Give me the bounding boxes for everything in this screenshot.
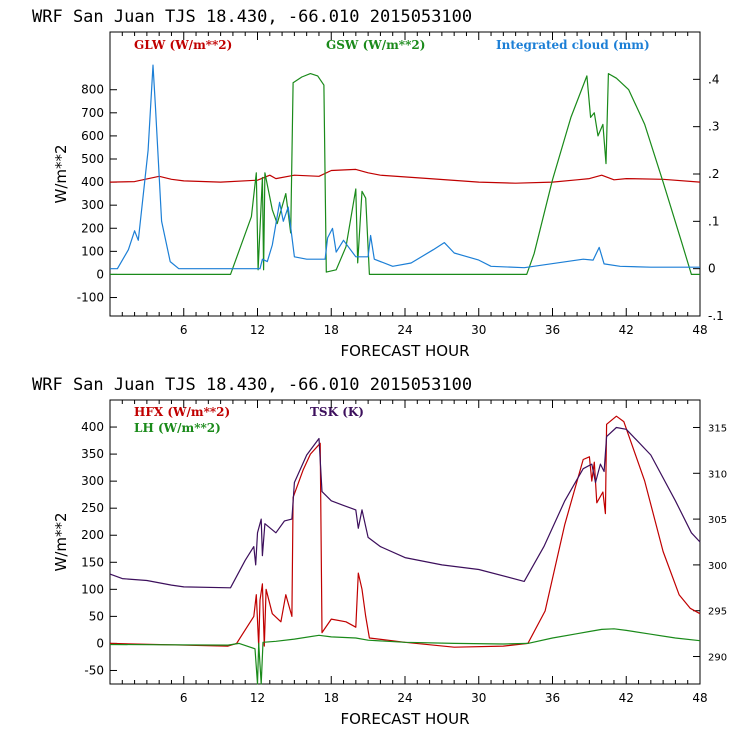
x-tick-label: 48 bbox=[692, 323, 707, 337]
x-tick-label: 36 bbox=[545, 691, 560, 705]
lh-line bbox=[109, 628, 701, 685]
y2-tick-label: .4 bbox=[708, 72, 719, 86]
y-tick-label: -100 bbox=[77, 291, 104, 305]
x-tick-label: 6 bbox=[180, 323, 188, 337]
y-tick-label: 250 bbox=[81, 501, 104, 515]
legend-glw: GLW (W/m**2) bbox=[134, 38, 232, 52]
top-chart-title: WRF San Juan TJS 18.430, -66.010 2015053… bbox=[32, 7, 472, 27]
y-tick-label: 200 bbox=[81, 221, 104, 235]
bottom-y-axis: -50 0 50 100 150 200 250 300 350 400 bbox=[81, 420, 117, 677]
y2-tick-label: .1 bbox=[708, 214, 719, 228]
x-tick-label: 24 bbox=[397, 691, 412, 705]
y-tick-label: 0 bbox=[96, 636, 104, 650]
top-x-axis-label: FORECAST HOUR bbox=[340, 342, 469, 360]
legend-lh: LH (W/m**2) bbox=[134, 421, 221, 435]
y-tick-label: 800 bbox=[81, 83, 104, 97]
y-tick-label: 100 bbox=[81, 582, 104, 596]
x-tick-label: 12 bbox=[250, 323, 265, 337]
y-tick-label: 400 bbox=[81, 175, 104, 189]
top-chart: WRF San Juan TJS 18.430, -66.010 2015053… bbox=[32, 7, 724, 360]
tsk-line bbox=[109, 426, 701, 589]
bottom-chart: WRF San Juan TJS 18.430, -66.010 2015053… bbox=[32, 375, 727, 728]
glw-line bbox=[109, 168, 701, 184]
x-tick-label: 36 bbox=[545, 323, 560, 337]
top-series-group bbox=[109, 64, 701, 275]
bottom-chart-title: WRF San Juan TJS 18.430, -66.010 2015053… bbox=[32, 375, 472, 395]
legend-gsw: GSW (W/m**2) bbox=[326, 38, 425, 52]
x-tick-label: 24 bbox=[397, 323, 412, 337]
y-tick-label: 300 bbox=[81, 474, 104, 488]
cloud-line bbox=[110, 64, 700, 270]
y-tick-label: 150 bbox=[81, 555, 104, 569]
top-y2-axis: -.1 0 .1 .2 .3 .4 bbox=[693, 72, 724, 323]
x-tick-label: 30 bbox=[471, 323, 486, 337]
x-tick-label: 18 bbox=[324, 323, 339, 337]
bottom-x-axis: 6 12 18 24 30 36 42 48 bbox=[121, 400, 708, 705]
gsw-line bbox=[110, 73, 700, 275]
y2-tick-label: 0 bbox=[708, 262, 716, 276]
x-tick-label: 30 bbox=[471, 691, 486, 705]
bottom-y-axis-label: W/m**2 bbox=[52, 512, 70, 571]
bottom-series-group bbox=[109, 415, 701, 685]
y2-tick-label: 315 bbox=[708, 423, 727, 434]
y2-tick-label: .3 bbox=[708, 120, 719, 134]
x-tick-label: 42 bbox=[619, 323, 634, 337]
x-tick-label: 6 bbox=[180, 691, 188, 705]
bottom-y2-axis: 290 295 300 305 310 315 bbox=[693, 423, 727, 664]
legend-hfx: HFX (W/m**2) bbox=[134, 405, 230, 419]
y2-tick-label: 290 bbox=[708, 653, 727, 664]
hfx-line bbox=[109, 415, 701, 648]
legend-tsk: TSK (K) bbox=[310, 405, 364, 419]
y2-tick-label: .2 bbox=[708, 167, 719, 181]
bottom-x-axis-label: FORECAST HOUR bbox=[340, 710, 469, 728]
x-tick-label: 12 bbox=[250, 691, 265, 705]
x-tick-label: 42 bbox=[619, 691, 634, 705]
x-tick-label: 18 bbox=[324, 691, 339, 705]
y-tick-label: 600 bbox=[81, 129, 104, 143]
y-tick-label: 500 bbox=[81, 152, 104, 166]
y2-tick-label: 300 bbox=[708, 561, 727, 572]
y2-tick-label: 310 bbox=[708, 469, 727, 480]
y-tick-label: 0 bbox=[96, 267, 104, 281]
top-plot-frame bbox=[109, 31, 701, 317]
top-y-axis-label: W/m**2 bbox=[52, 144, 70, 203]
y-tick-label: 100 bbox=[81, 244, 104, 258]
y2-tick-label: 305 bbox=[708, 515, 727, 526]
top-y-axis: -100 0 100 200 300 400 500 600 700 800 bbox=[77, 83, 117, 305]
y-tick-label: 300 bbox=[81, 198, 104, 212]
y-tick-label: 400 bbox=[81, 420, 104, 434]
top-x-axis: 6 12 18 24 30 36 42 48 bbox=[121, 32, 708, 337]
y-tick-label: 200 bbox=[81, 528, 104, 542]
bottom-plot-frame bbox=[109, 399, 701, 685]
y-tick-label: 700 bbox=[81, 106, 104, 120]
y2-tick-label: 295 bbox=[708, 607, 727, 618]
legend-cloud: Integrated cloud (mm) bbox=[496, 38, 650, 52]
y-tick-label: 50 bbox=[89, 609, 104, 623]
y-tick-label: 350 bbox=[81, 447, 104, 461]
x-tick-label: 48 bbox=[692, 691, 707, 705]
y-tick-label: -50 bbox=[84, 663, 104, 677]
y2-tick-label: -.1 bbox=[708, 309, 724, 323]
